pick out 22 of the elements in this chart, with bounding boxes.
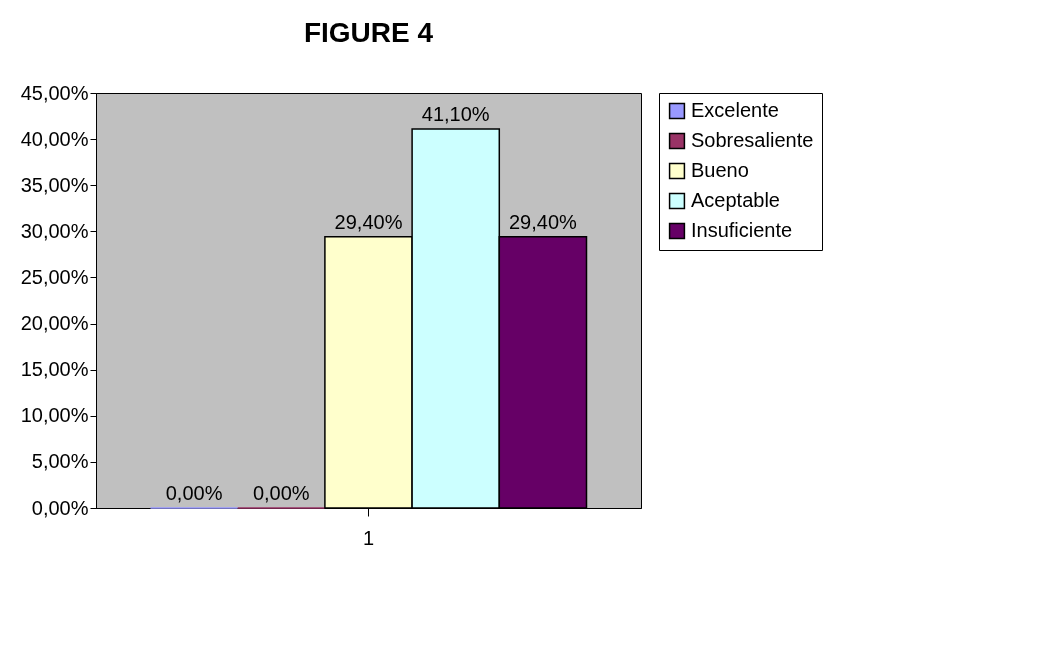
legend-label: Bueno — [691, 159, 749, 181]
data-label: 29,40% — [508, 210, 578, 233]
y-tick-label: 0,00% — [31, 496, 89, 519]
x-tick-label: 1 — [362, 526, 375, 549]
y-tick-label: 45,00% — [20, 81, 89, 104]
legend-label: Aceptable — [691, 189, 780, 211]
y-tick-label: 30,00% — [20, 219, 89, 242]
legend-label: Insuficiente — [691, 219, 793, 241]
y-tick-label: 10,00% — [20, 404, 89, 427]
y-tick-label: 25,00% — [20, 265, 89, 288]
data-label: 0,00% — [252, 482, 310, 504]
legend-label: Excelente — [691, 99, 779, 121]
data-label: 41,10% — [421, 102, 490, 125]
data-label: 0,00% — [165, 482, 223, 504]
y-tick-label: 20,00% — [20, 312, 89, 335]
y-tick-label: 40,00% — [20, 127, 89, 150]
y-tick-label: 5,00% — [31, 450, 89, 473]
legend-label: Sobresaliente — [691, 129, 814, 151]
chart-title: FIGURE 4 — [303, 17, 434, 48]
y-tick-label: 15,00% — [20, 358, 89, 381]
data-label: 29,40% — [334, 210, 403, 233]
y-tick-label: 35,00% — [20, 173, 89, 196]
